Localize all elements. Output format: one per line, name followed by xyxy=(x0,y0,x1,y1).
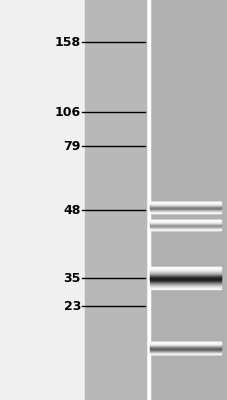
Bar xyxy=(150,282,220,283)
Bar xyxy=(150,271,220,272)
Bar xyxy=(150,277,220,278)
Bar xyxy=(150,284,220,285)
Bar xyxy=(149,0,227,400)
Bar xyxy=(150,280,220,281)
Bar xyxy=(150,284,220,285)
Bar xyxy=(150,287,220,288)
Text: 23: 23 xyxy=(63,300,81,312)
Bar xyxy=(150,279,220,280)
Text: 35: 35 xyxy=(63,272,81,284)
Text: 79: 79 xyxy=(63,140,81,152)
Bar xyxy=(150,281,220,282)
Bar xyxy=(150,275,220,276)
Bar xyxy=(150,268,220,269)
Text: 106: 106 xyxy=(54,106,81,118)
Text: 158: 158 xyxy=(54,36,81,48)
Bar xyxy=(150,272,220,273)
Bar xyxy=(150,283,220,284)
Bar xyxy=(150,276,220,277)
Bar xyxy=(150,270,220,271)
Bar xyxy=(150,278,220,279)
Bar xyxy=(150,267,220,268)
Text: 48: 48 xyxy=(63,204,81,216)
Bar xyxy=(150,273,220,274)
Bar xyxy=(150,285,220,286)
Bar xyxy=(150,277,220,278)
Bar xyxy=(150,288,220,289)
Bar xyxy=(150,286,220,287)
Bar xyxy=(85,0,145,400)
Bar xyxy=(150,269,220,270)
Bar xyxy=(150,268,220,269)
Bar xyxy=(150,274,220,275)
